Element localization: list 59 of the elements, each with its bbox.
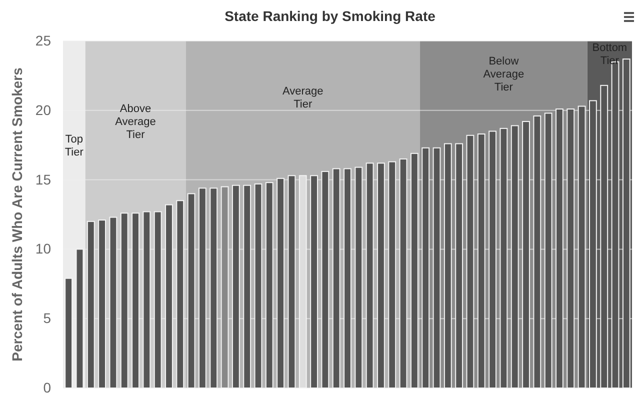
bar [132, 212, 140, 388]
bar [298, 175, 307, 388]
bar [154, 211, 162, 388]
chart-title: State Ranking by Smoking Rate [224, 8, 436, 24]
bar [510, 125, 519, 388]
bar [410, 152, 418, 388]
annotation: Top Tier [64, 134, 84, 159]
bar [232, 184, 240, 388]
bar [399, 158, 408, 388]
bar [332, 168, 340, 388]
bar [109, 216, 118, 388]
bar [310, 175, 318, 388]
bar [321, 170, 330, 388]
y-tick-label: 0 [43, 379, 52, 396]
bar [220, 186, 229, 388]
y-tick-label: 10 [35, 240, 52, 257]
bar [198, 188, 206, 388]
bar [265, 182, 274, 388]
bar [344, 168, 352, 388]
bar [98, 220, 106, 388]
bar [187, 193, 196, 388]
bar [488, 130, 496, 388]
annotation: Bottom Tier [592, 42, 628, 67]
bar [556, 108, 564, 388]
y-tick-label: 5 [43, 310, 52, 326]
bar [76, 248, 84, 388]
bar [354, 166, 363, 388]
bar [388, 161, 396, 388]
bar [142, 211, 151, 388]
bar [288, 175, 296, 388]
bar [522, 121, 530, 388]
bar [243, 184, 252, 388]
bar [533, 115, 542, 388]
bar [466, 134, 474, 388]
bar [377, 162, 385, 388]
y-tick-label: 15 [35, 171, 52, 188]
bar [566, 108, 575, 388]
y-tick-label: 25 [35, 32, 52, 48]
y-axis-title: Percent of Adults Who Are Current Smokers [9, 67, 25, 362]
bar [444, 143, 452, 388]
bar [176, 200, 184, 388]
annotation: Average Tier [282, 86, 324, 111]
annotation: Above Average Tier [115, 102, 156, 141]
bar [366, 162, 374, 388]
y-tick-label: 20 [35, 102, 52, 118]
bar [477, 133, 486, 388]
bar [544, 112, 552, 388]
bar [422, 147, 430, 388]
bar [500, 128, 508, 388]
bar [64, 278, 73, 388]
bar [165, 204, 173, 388]
annotation: Below Average Tier [483, 56, 524, 94]
bar [432, 147, 441, 388]
bar [276, 178, 285, 388]
bar [210, 188, 218, 388]
bar [86, 220, 95, 388]
bar [120, 212, 128, 388]
bar [455, 143, 464, 388]
bar [254, 183, 262, 388]
